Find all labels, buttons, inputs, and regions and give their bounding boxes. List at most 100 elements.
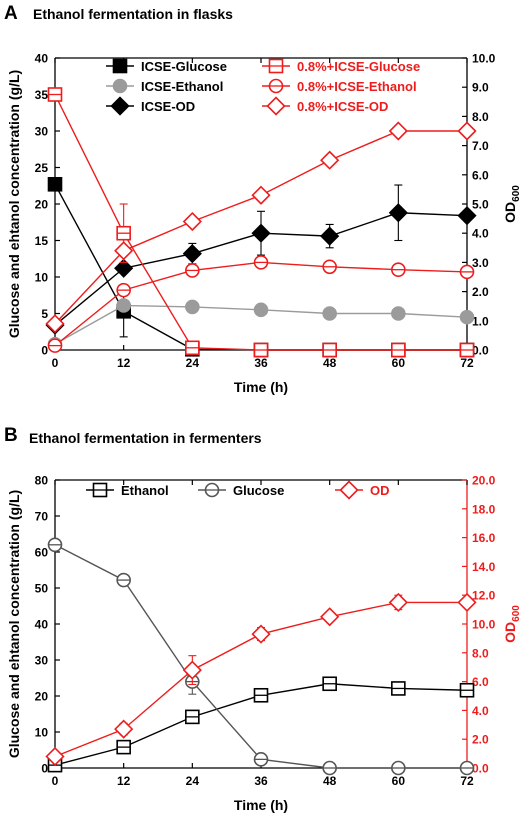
panel-letter: B <box>4 425 18 446</box>
legend-marker <box>266 96 286 116</box>
y-tick-label-right: 5.0 <box>472 198 489 212</box>
legend-label: Ethanol <box>121 483 169 498</box>
y-tick-label-right: 6.0 <box>472 675 489 689</box>
x-tick-label: 36 <box>254 774 268 788</box>
y-tick-label-left: 10 <box>35 271 49 285</box>
y-tick-label-left: 0 <box>41 762 48 776</box>
panel-letter: A <box>4 3 18 24</box>
data-point <box>47 176 63 192</box>
x-tick-label: 72 <box>460 774 474 788</box>
x-tick-label: 24 <box>186 356 200 370</box>
y-tick-label-right: 8.0 <box>472 110 489 124</box>
x-axis-label: Time (h) <box>234 797 288 813</box>
series-ethanol <box>47 676 475 773</box>
legend-label: Glucose <box>233 483 284 498</box>
y-tick-label-left: 15 <box>35 234 49 248</box>
y-tick-label-right: 7.0 <box>472 139 489 153</box>
data-point <box>459 309 475 325</box>
data-point <box>251 223 271 243</box>
x-tick-label: 36 <box>254 356 268 370</box>
y-tick-label-right: 0.0 <box>472 762 489 776</box>
x-axis-label: Time (h) <box>234 379 288 395</box>
y-tick-label-right: 9.0 <box>472 81 489 95</box>
y-tick-label-right: 18.0 <box>472 502 496 516</box>
y-tick-label-left: 5 <box>41 307 48 321</box>
legend-label: 0.8%+ICSE-OD <box>297 99 388 114</box>
y-tick-label-right: 14.0 <box>472 560 496 574</box>
x-tick-label: 12 <box>117 774 131 788</box>
data-point <box>388 592 408 612</box>
data-point <box>182 660 202 680</box>
x-tick-label: 48 <box>323 356 337 370</box>
y-tick-label-left: 70 <box>35 510 49 524</box>
y-tick-label-left: 40 <box>35 618 49 632</box>
x-tick-label: 60 <box>392 356 406 370</box>
data-point <box>114 258 134 278</box>
chart-title: Ethanol fermentation in fermenters <box>29 430 262 446</box>
y-tick-label-right: 16.0 <box>472 531 496 545</box>
series-od <box>45 592 477 767</box>
panel-a: A Ethanol fermentation in flasks 0 12 24 36 48… <box>4 3 522 395</box>
data-point <box>388 121 408 141</box>
legend-label: ICSE-OD <box>141 99 195 114</box>
data-point <box>251 185 271 205</box>
data-point <box>251 624 271 644</box>
x-tick-label: 48 <box>323 774 337 788</box>
y-tick-label-left: 50 <box>35 582 49 596</box>
y-tick-label-left: 25 <box>35 161 49 175</box>
y-tick-label-left: 80 <box>35 474 49 488</box>
x-tick-label: 0 <box>52 774 59 788</box>
data-point <box>388 203 408 223</box>
y-tick-label-left: 20 <box>35 198 49 212</box>
data-point <box>320 150 340 170</box>
data-point <box>253 302 269 318</box>
x-tick-label: 0 <box>52 356 59 370</box>
series-0-8-icse-ethanol <box>47 255 475 353</box>
y-tick-label-right: 1.0 <box>472 314 489 328</box>
y-axis-label-right: OD600 <box>502 605 522 643</box>
y-tick-label-right: 4.0 <box>472 227 489 241</box>
series-icse-od <box>45 184 477 335</box>
data-point <box>457 206 477 226</box>
data-point <box>116 298 131 313</box>
data-point <box>182 244 202 264</box>
data-point <box>45 314 65 334</box>
x-tick-label: 12 <box>117 356 131 370</box>
y-tick-label-left: 60 <box>35 546 49 560</box>
legend-marker <box>339 480 359 500</box>
y-tick-label-right: 10.0 <box>472 618 496 632</box>
y-tick-label-right: 6.0 <box>472 168 489 182</box>
legend-label: OD <box>370 483 390 498</box>
data-point <box>391 306 406 321</box>
series-glucose <box>47 537 475 776</box>
y-tick-label-right: 10.0 <box>472 52 496 66</box>
y-axis-label-right-sub: 600 <box>511 605 522 622</box>
legend-item: Ethanol <box>86 482 169 498</box>
data-point <box>185 299 200 315</box>
series-0-8-icse-glucose <box>47 87 475 358</box>
y-tick-label-right: 0.0 <box>472 344 489 358</box>
y-tick-label-left: 30 <box>35 125 49 139</box>
y-tick-label-left: 30 <box>35 654 49 668</box>
x-tick-label: 60 <box>392 774 406 788</box>
legend-label: ICSE-Glucose <box>141 59 227 74</box>
y-tick-label-right: 3.0 <box>472 256 489 270</box>
legend-marker <box>110 96 130 116</box>
data-point <box>457 592 477 612</box>
data-point <box>182 211 202 232</box>
legend-label: 0.8%+ICSE-Ethanol <box>297 79 417 94</box>
y-tick-label-right: 4.0 <box>472 704 489 718</box>
chart-title: Ethanol fermentation in flasks <box>33 6 233 22</box>
y-axis-label-right-main: OD <box>502 202 518 223</box>
y-tick-label-left: 0 <box>41 344 48 358</box>
legend-item: ICSE-Glucose <box>106 58 227 74</box>
legend-item: ICSE-OD <box>106 96 195 116</box>
y-axis-label-right-main: OD <box>502 622 518 643</box>
y-tick-label-left: 10 <box>35 726 49 740</box>
legend-item: ICSE-Ethanol <box>106 78 223 94</box>
y-tick-label-right: 20.0 <box>472 474 496 488</box>
y-axis-label-right: OD600 <box>502 185 522 223</box>
y-tick-label-left: 40 <box>35 52 49 66</box>
x-tick-label: 24 <box>186 774 200 788</box>
